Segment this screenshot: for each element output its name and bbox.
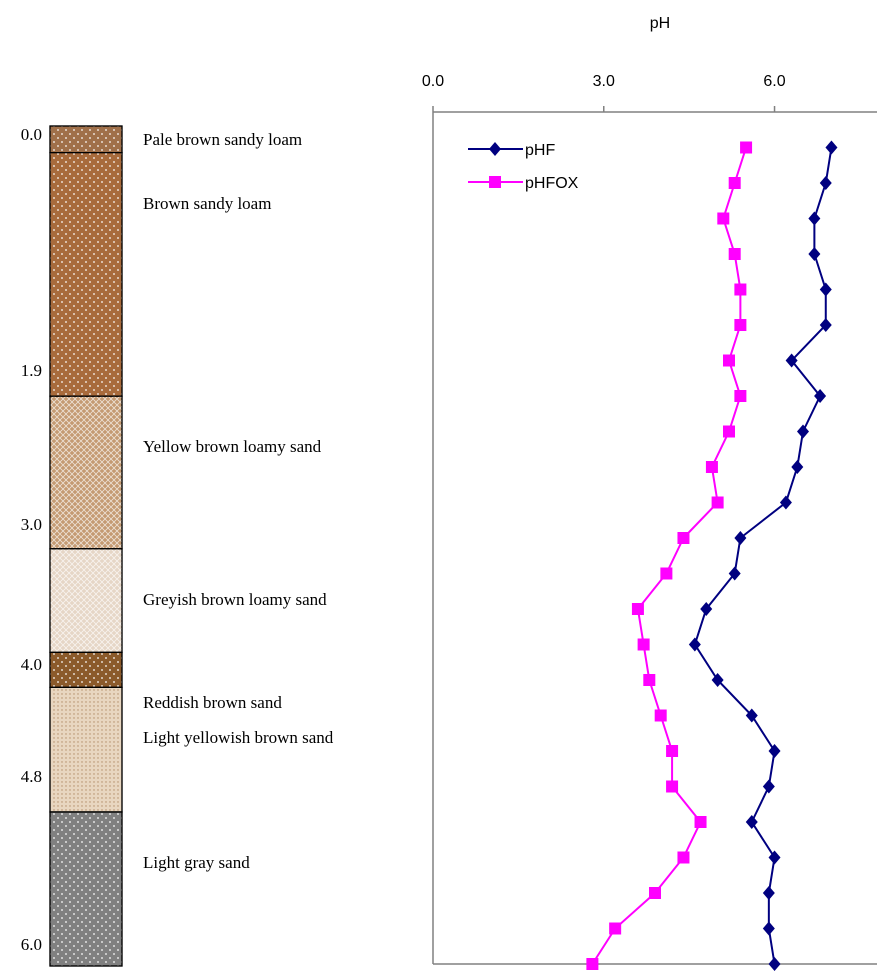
depth-label: 3.0 [21,515,42,534]
layer-name: Light yellowish brown sand [143,728,334,748]
series-line [591,147,748,965]
legend-label: pHFOX [525,175,579,192]
data-point [808,211,821,226]
legend-label: pHF [525,142,555,159]
data-point [768,850,781,865]
layer-name: Pale brown sandy loam [143,130,303,149]
data-point [819,282,832,297]
soil-texture [49,548,123,653]
x-tick-label: 3.0 [593,73,615,90]
data-point [808,247,821,261]
data-point [688,637,701,652]
layer-name: Reddish brown sand [143,693,282,713]
data-point [705,461,718,473]
soil-texture [49,651,123,689]
data-point [745,708,758,723]
data-point [643,674,656,686]
data-point [740,141,753,154]
data-point [609,922,622,935]
data-point [723,354,735,367]
depth-label: 4.8 [21,767,42,786]
data-point [819,318,832,332]
data-point [734,390,747,402]
depth-label: 6.0 [21,935,42,954]
data-point [785,353,798,368]
data-point [660,567,673,580]
data-point [745,815,758,829]
data-point [677,532,690,544]
data-point [728,248,741,260]
layer-name: Greyish brown loamy sand [143,589,327,609]
data-point [654,709,667,722]
data-point [677,851,690,864]
data-point [814,389,827,403]
data-point [631,603,644,615]
data-point [825,140,838,155]
data-point [649,887,661,899]
soil-texture [49,125,123,154]
depth-label: 0.0 [21,125,42,144]
layer-name: Yellow brown loamy sand [143,437,322,457]
series-line [693,147,833,965]
axis-title: pH [650,15,670,32]
data-point [637,638,650,651]
data-point [666,780,679,793]
data-point [694,816,707,828]
data-point [762,779,775,794]
data-point [762,921,775,936]
data-point [779,495,792,510]
depth-label: 4.0 [21,655,42,674]
data-point [734,319,747,331]
data-point [797,424,809,439]
data-point [762,886,775,900]
data-point [666,745,679,757]
x-tick-label: 6.0 [763,73,785,90]
soil-texture [49,152,123,397]
data-point [717,212,730,225]
data-point [723,425,735,438]
data-point [734,283,747,296]
data-point [768,744,781,758]
data-point [734,531,747,545]
soil-texture [49,811,123,967]
depth-label: 1.9 [21,361,42,380]
data-point [768,957,781,971]
legend-marker [489,176,501,188]
layer-name: Brown sandy loam [143,193,272,213]
data-point [728,566,741,581]
layer-name: Light gray sand [143,853,250,872]
x-tick-label: 0.0 [422,73,444,90]
data-point [586,958,599,970]
soil-texture [49,686,123,813]
data-point [711,496,724,509]
data-point [728,177,741,189]
data-point [791,460,804,474]
legend-marker [489,142,501,156]
data-point [819,176,832,190]
data-point [700,602,713,616]
data-point [711,673,724,687]
soil-texture [49,395,123,550]
